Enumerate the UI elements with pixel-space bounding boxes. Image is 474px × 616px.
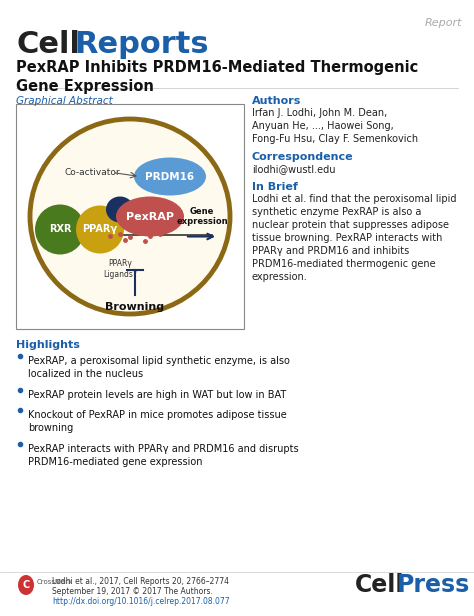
Text: Authors: Authors <box>252 96 301 106</box>
Text: Lodhi et al., 2017, Cell Reports 20, 2766–2774: Lodhi et al., 2017, Cell Reports 20, 276… <box>52 577 229 586</box>
Text: In Brief: In Brief <box>252 182 298 192</box>
Text: Reports: Reports <box>74 30 209 59</box>
Text: PPARγ: PPARγ <box>82 224 118 235</box>
Text: Graphical Abstract: Graphical Abstract <box>16 96 113 106</box>
Text: Knockout of PexRAP in mice promotes adipose tissue
browning: Knockout of PexRAP in mice promotes adip… <box>28 410 287 433</box>
Ellipse shape <box>35 205 85 254</box>
Text: PexRAP interacts with PPARγ and PRDM16 and disrupts
PRDM16-mediated gene express: PexRAP interacts with PPARγ and PRDM16 a… <box>28 444 299 467</box>
Text: Cell: Cell <box>355 573 404 597</box>
Ellipse shape <box>134 158 206 195</box>
Text: ilodhi@wustl.edu: ilodhi@wustl.edu <box>252 164 336 174</box>
Text: http://dx.doi.org/10.1016/j.celrep.2017.08.077: http://dx.doi.org/10.1016/j.celrep.2017.… <box>52 597 229 606</box>
Text: PPARγ
Ligands?: PPARγ Ligands? <box>103 259 137 279</box>
Ellipse shape <box>30 119 230 314</box>
Text: PRDM16: PRDM16 <box>146 171 194 182</box>
Text: Irfan J. Lodhi, John M. Dean,
Anyuan He, ..., Haowei Song,
Fong-Fu Hsu, Clay F. : Irfan J. Lodhi, John M. Dean, Anyuan He,… <box>252 108 418 144</box>
Ellipse shape <box>116 197 184 237</box>
Text: PexRAP protein levels are high in WAT but low in BAT: PexRAP protein levels are high in WAT bu… <box>28 390 286 400</box>
Text: PexRAP: PexRAP <box>126 211 174 222</box>
Text: Cell: Cell <box>16 30 80 59</box>
Text: Co-activator: Co-activator <box>64 168 120 177</box>
Ellipse shape <box>106 197 134 222</box>
Text: Lodhi et al. find that the peroxisomal lipid
synthetic enzyme PexRAP is also a
n: Lodhi et al. find that the peroxisomal l… <box>252 194 456 282</box>
Text: Correspondence: Correspondence <box>252 152 354 162</box>
Text: September 19, 2017 © 2017 The Authors.: September 19, 2017 © 2017 The Authors. <box>52 587 213 596</box>
Bar <box>16 104 244 329</box>
Text: Browning: Browning <box>105 302 164 312</box>
Text: Highlights: Highlights <box>16 340 80 350</box>
Ellipse shape <box>76 206 124 254</box>
Text: Report: Report <box>425 18 462 28</box>
Text: C: C <box>22 580 29 590</box>
Text: PexRAP Inhibits PRDM16-Mediated Thermogenic
Gene Expression: PexRAP Inhibits PRDM16-Mediated Thermoge… <box>16 60 418 94</box>
Text: PexRAP, a peroxisomal lipid synthetic enzyme, is also
localized in the nucleus: PexRAP, a peroxisomal lipid synthetic en… <box>28 356 290 379</box>
Text: Gene
expression: Gene expression <box>176 207 228 227</box>
Text: CrossMark: CrossMark <box>37 579 73 585</box>
Text: Press: Press <box>397 573 470 597</box>
Text: RXR: RXR <box>49 224 71 235</box>
Ellipse shape <box>18 575 34 595</box>
